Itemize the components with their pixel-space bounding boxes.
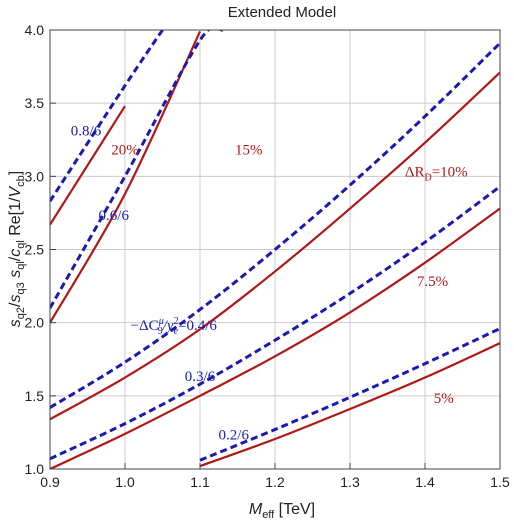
delta-rd-contour-1 xyxy=(50,31,201,324)
y-tick-label: 2.0 xyxy=(25,315,45,331)
annotation-label-5pct: 5% xyxy=(434,391,454,407)
chart-title: Extended Model xyxy=(228,4,336,21)
annotation-label-dr10: ΔRD=10% xyxy=(405,164,468,183)
y-tick-label: 4.0 xyxy=(25,22,45,38)
x-axis-label-sub: eff xyxy=(262,509,275,521)
x-axis-label: Meff [TeV] xyxy=(249,501,315,521)
axis-ticks: 0.9 1.0 1.1 1.2 1.3 1.4 1.51.01.52.02.53.03.54… xyxy=(25,22,510,490)
dc9-contour-8 xyxy=(50,185,500,461)
annotation-label-7.5pct: 7.5% xyxy=(417,274,448,290)
dc9-contour-5 xyxy=(50,30,164,203)
x-tick-label: 1.4 xyxy=(415,474,435,490)
delta-rd-contour-0 xyxy=(50,71,500,421)
delta-rd-contour-3 xyxy=(50,207,500,469)
delta-rd-contour-4 xyxy=(199,342,500,468)
delta-rd-contour-2 xyxy=(50,105,126,226)
annotation-label-0.2-6: 0.2/6 xyxy=(219,428,250,444)
x-tick-label: 1.0 xyxy=(115,474,135,490)
x-tick-label: 1.5 xyxy=(490,474,510,490)
y-tick-label: 1.5 xyxy=(25,388,45,404)
x-tick-label: 1.1 xyxy=(190,474,210,490)
x-axis-label-main: M xyxy=(249,501,263,518)
dc9-contour-7 xyxy=(50,42,500,409)
y-tick-label: 3.0 xyxy=(25,168,45,184)
annotation-label-0.8-6: 0.8/6 xyxy=(71,123,102,139)
x-tick-label: 0.9 xyxy=(40,474,60,490)
dc9-contour-6 xyxy=(50,30,224,309)
annotation-label-dc9: −ΔCμ 9/y2 e=0.4/6 xyxy=(131,316,218,337)
x-tick-label: 1.3 xyxy=(340,474,360,490)
annotation-label-20pct: 20% xyxy=(111,142,139,158)
annotation-label-0.3-6: 0.3/6 xyxy=(185,369,216,385)
y-tick-label: 2.5 xyxy=(25,242,45,258)
annotation-label-15pct: 15% xyxy=(235,142,263,158)
annotation-label-0.6-6: 0.6/6 xyxy=(99,208,130,224)
y-tick-label: 3.5 xyxy=(25,95,45,111)
series-group xyxy=(50,30,500,469)
y-axis-label: sq2/sq3 sql/cql Re[1/Vcb] xyxy=(7,171,27,327)
x-axis-label-unit: [TeV] xyxy=(274,501,315,518)
y-tick-label: 1.0 xyxy=(25,461,45,477)
annotations: 0.8/6 20% 15% 0.6/6 ΔRD=10% 7.5% −ΔCμ 9/y2 e=0.4… xyxy=(71,123,468,443)
x-tick-label: 1.2 xyxy=(265,474,285,490)
